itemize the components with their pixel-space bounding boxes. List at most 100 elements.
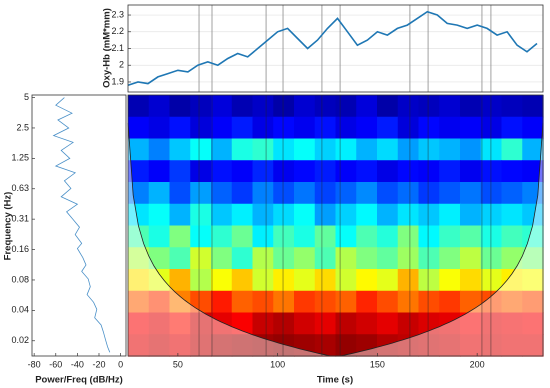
- power-cell: [377, 138, 399, 161]
- power-cell: [377, 312, 399, 335]
- power-cell: [128, 95, 150, 118]
- power-cell: [439, 95, 461, 118]
- power-cell: [252, 182, 274, 205]
- power-cell: [273, 138, 295, 161]
- power-cell: [273, 269, 295, 292]
- power-cell: [211, 312, 233, 335]
- power-cell: [169, 116, 191, 140]
- power-cell: [356, 138, 378, 161]
- power-cell: [377, 334, 399, 357]
- x-tick-label: -80: [28, 359, 41, 369]
- power-cell: [377, 225, 399, 248]
- power-cell: [273, 225, 295, 248]
- power-cell: [294, 95, 316, 118]
- power-cell: [169, 160, 191, 183]
- power-cell: [169, 312, 191, 335]
- power-cell: [501, 334, 523, 357]
- y-tick-label: 2.5: [16, 122, 29, 132]
- power-cell: [169, 247, 191, 270]
- power-cell: [273, 334, 295, 357]
- y-tick-label: 2.3: [111, 9, 124, 19]
- power-cell: [397, 312, 420, 335]
- power-cell: [231, 95, 254, 118]
- power-cell: [128, 290, 150, 314]
- power-cell: [480, 247, 503, 270]
- power-cell: [397, 269, 420, 292]
- y-axis-label: Frequency (Hz): [3, 192, 14, 261]
- power-cell: [169, 203, 191, 227]
- power-cell: [460, 95, 482, 118]
- power-cell: [418, 182, 440, 205]
- power-cell: [148, 334, 171, 357]
- power-cell: [252, 138, 274, 161]
- power-cell: [480, 95, 503, 118]
- power-cell: [439, 269, 461, 292]
- power-cell: [480, 269, 503, 292]
- power-cell: [501, 116, 523, 140]
- y-tick-label: 0.63: [11, 183, 29, 193]
- power-cell: [252, 312, 274, 335]
- power-cell: [252, 160, 274, 183]
- power-cell: [522, 334, 544, 357]
- power-cell: [439, 138, 461, 161]
- power-cell: [335, 116, 357, 140]
- power-cell: [480, 116, 503, 140]
- y-tick-label: 1.25: [11, 153, 29, 163]
- power-cell: [335, 160, 357, 183]
- power-cell: [356, 225, 378, 248]
- power-cell: [377, 95, 399, 118]
- power-cell: [522, 312, 544, 335]
- power-cell: [335, 290, 357, 314]
- power-cell: [501, 95, 523, 118]
- power-cell: [418, 334, 440, 357]
- power-cell: [460, 312, 482, 335]
- power-cell: [397, 182, 420, 205]
- power-cell: [439, 116, 461, 140]
- power-cell: [252, 290, 274, 314]
- power-cell: [335, 334, 357, 357]
- power-cell: [397, 290, 420, 314]
- power-cell: [273, 203, 295, 227]
- y-tick-label: 0.31: [11, 214, 29, 224]
- power-cell: [439, 312, 461, 335]
- power-cell: [273, 182, 295, 205]
- power-cell: [148, 138, 171, 161]
- power-cell: [418, 138, 440, 161]
- power-cell: [294, 225, 316, 248]
- power-cell: [211, 247, 233, 270]
- power-cell: [273, 95, 295, 118]
- x-tick-label: -60: [49, 359, 62, 369]
- power-cell: [190, 116, 212, 140]
- power-cell: [480, 312, 503, 335]
- power-cell: [252, 95, 274, 118]
- power-cell: [314, 203, 337, 227]
- power-cell: [294, 290, 316, 314]
- power-cell: [397, 95, 420, 118]
- y-tick-label: 0.16: [11, 244, 29, 254]
- power-cell: [169, 95, 191, 118]
- power-cell: [314, 225, 337, 248]
- power-cell: [211, 334, 233, 357]
- power-cell: [273, 290, 295, 314]
- power-cell: [128, 269, 150, 292]
- power-cell: [128, 334, 150, 357]
- power-cell: [501, 312, 523, 335]
- power-cell: [128, 138, 150, 161]
- power-cell: [148, 225, 171, 248]
- power-cell: [501, 247, 523, 270]
- power-cell: [460, 138, 482, 161]
- y-tick-label: 0.02: [11, 335, 29, 345]
- power-cell: [522, 290, 544, 314]
- power-cell: [418, 95, 440, 118]
- x-axis-label: Power/Freq (dB/Hz): [35, 375, 123, 386]
- power-cell: [335, 247, 357, 270]
- power-cell: [231, 160, 254, 183]
- power-cell: [439, 182, 461, 205]
- power-cell: [480, 203, 503, 227]
- power-cell: [148, 290, 171, 314]
- power-cell: [128, 182, 150, 205]
- power-cell: [252, 269, 274, 292]
- series-line: [127, 10, 538, 87]
- power-cell: [480, 225, 503, 248]
- power-cell: [377, 203, 399, 227]
